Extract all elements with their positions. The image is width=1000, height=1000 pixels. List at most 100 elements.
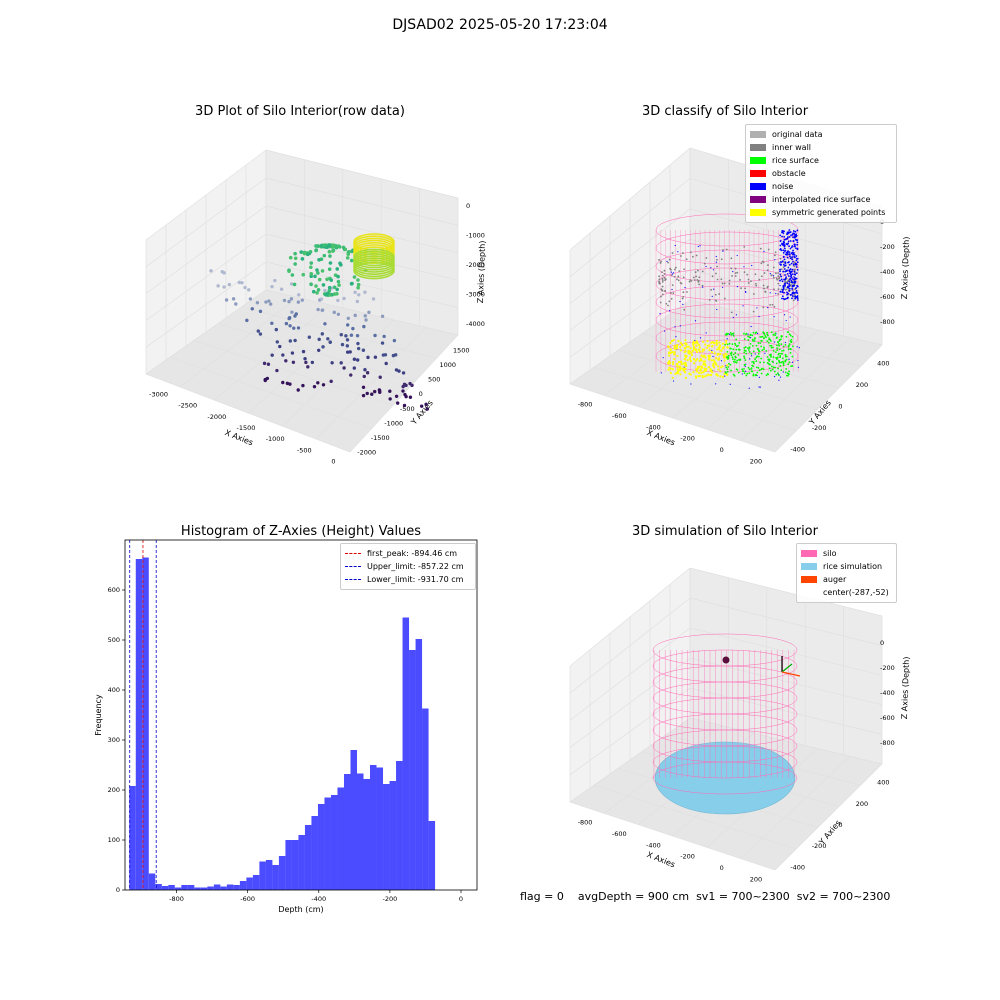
inner-wall-point: [671, 252, 674, 254]
rice-surface-point: [765, 349, 768, 352]
legend-swatch: [750, 157, 766, 164]
raw-point: [250, 307, 254, 311]
rice-surface-point: [734, 344, 737, 346]
noise-point: [788, 245, 790, 248]
noise-point: [736, 254, 738, 257]
rice-surface-point: [743, 349, 746, 352]
symmetric-point: [726, 364, 729, 367]
raw-point: [348, 350, 352, 354]
inner-wall-point: [793, 265, 796, 268]
noise-point: [779, 270, 781, 273]
raw-point: [388, 389, 392, 393]
noise-point: [788, 285, 791, 287]
raw-point: [397, 369, 401, 373]
raw-point: [297, 293, 301, 297]
noise-point: [668, 310, 671, 312]
y-tick-label: -400: [790, 863, 805, 871]
noise-point: [796, 346, 798, 348]
rice-surface-point: [754, 358, 757, 360]
legend-noise: noise: [750, 180, 892, 193]
raw-point: [340, 342, 345, 347]
noise-point: [779, 376, 782, 378]
noise-point: [779, 284, 781, 287]
symmetric-point: [700, 371, 703, 374]
raw-point: [314, 284, 318, 288]
noise-point: [790, 262, 793, 265]
x-tick-label: 200: [750, 457, 762, 465]
inner-wall-point: [714, 299, 717, 302]
symmetric-point: [711, 371, 714, 374]
symmetric-point: [699, 369, 702, 372]
raw-point: [308, 249, 313, 254]
inner-wall-point: [678, 270, 681, 273]
symmetric-point: [674, 372, 677, 375]
symmetric-point: [690, 353, 694, 357]
inner-wall-point: [780, 268, 783, 271]
inner-wall-point: [744, 287, 747, 290]
noise-point: [782, 256, 785, 258]
legend-swatch: [750, 183, 766, 190]
noise-point: [793, 282, 796, 284]
symmetric-point: [700, 354, 703, 357]
rice-surface-point: [767, 341, 770, 344]
raw-point: [332, 285, 337, 290]
rice-surface-point: [747, 366, 750, 369]
rice-surface-point: [725, 366, 728, 369]
inner-wall-point: [773, 254, 776, 257]
rice-surface-point: [767, 358, 770, 361]
symmetric-point: [685, 343, 688, 346]
symmetric-point: [679, 341, 682, 344]
inner-wall-point: [743, 271, 746, 274]
noise-point: [674, 244, 676, 247]
symmetric-point: [708, 356, 711, 359]
inner-wall-point: [708, 299, 711, 301]
noise-point: [782, 244, 784, 247]
noise-point: [779, 234, 782, 237]
rice-surface-point: [736, 359, 739, 362]
symmetric-point: [695, 350, 699, 353]
symmetric-point: [677, 369, 681, 372]
noise-point: [699, 245, 701, 247]
inner-wall-point: [703, 262, 706, 265]
noise-point: [796, 247, 799, 250]
rice-surface-point: [734, 352, 737, 354]
rice-surface-point: [751, 338, 754, 341]
noise-point: [694, 320, 697, 322]
noise-point: [690, 383, 692, 385]
raw-point: [355, 299, 360, 304]
symmetric-point: [685, 345, 688, 348]
rice-surface-point: [734, 356, 737, 359]
noise-point: [724, 375, 726, 377]
noise-point: [782, 285, 785, 288]
raw-point: [290, 273, 295, 277]
z-tick-label: -200: [880, 243, 895, 251]
raw-point: [292, 282, 297, 287]
raw-point: [384, 361, 388, 366]
raw-point: [404, 394, 408, 399]
raw-point: [309, 282, 313, 287]
symmetric-point: [714, 362, 717, 365]
grid-line: [569, 687, 691, 776]
raw-point: [270, 321, 274, 325]
rice-surface-point: [743, 357, 746, 360]
rice-surface-point: [785, 355, 788, 358]
noise-point: [783, 241, 786, 244]
raw-point: [337, 283, 341, 287]
inner-wall-point: [658, 278, 661, 281]
inner-wall-point: [676, 278, 678, 281]
symmetric-point: [703, 369, 706, 372]
raw-point: [394, 368, 399, 372]
symmetric-point: [703, 367, 706, 370]
raw-point: [293, 251, 297, 256]
rice-surface-point: [727, 366, 730, 368]
grid-line: [569, 717, 691, 803]
rice-surface-point: [741, 368, 744, 371]
inner-wall-point: [668, 300, 671, 303]
symmetric-point: [667, 345, 670, 349]
rice-surface-point: [789, 348, 792, 351]
inner-wall-point: [762, 261, 765, 264]
raw-point: [305, 252, 310, 257]
raw-point: [209, 269, 213, 273]
noise-point: [780, 278, 783, 281]
rice-surface-point: [776, 341, 779, 344]
